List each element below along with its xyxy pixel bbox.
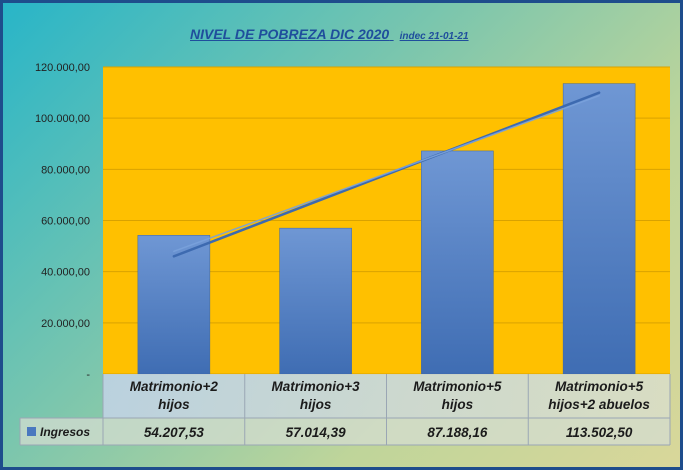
y-tick-label: 60.000,00 (41, 216, 90, 228)
data-label: 57.014,39 (286, 425, 347, 440)
category-label: hijos (158, 397, 190, 412)
y-tick-label: 80.000,00 (41, 164, 90, 176)
bar (279, 227, 352, 375)
table-values-bg (20, 418, 670, 445)
y-tick-label: 120.000,00 (35, 62, 90, 74)
y-tick-label: 20.000,00 (41, 318, 90, 330)
chart-subtitle: indec 21-01-21 (399, 31, 469, 42)
bar (137, 235, 211, 375)
data-label: 54.207,53 (144, 425, 205, 440)
category-label: hijos (442, 397, 474, 412)
y-tick-label: - (86, 369, 90, 381)
bar (562, 83, 636, 375)
data-label: 87.188,16 (427, 425, 488, 440)
category-label: Matrimonio+5 (413, 379, 502, 394)
trendline-shadow (173, 94, 600, 253)
y-tick-label: 100.000,00 (35, 113, 90, 125)
chart-title-main: NIVEL DE POBREZA DIC 2020 (190, 26, 390, 42)
legend-label: Ingresos (40, 425, 90, 439)
category-label: Matrimonio+2 (130, 379, 219, 394)
category-label: Matrimonio+3 (272, 379, 361, 394)
y-tick-label: 40.000,00 (41, 267, 90, 279)
legend-swatch (27, 427, 36, 436)
chart-title: NIVEL DE POBREZA DIC 2020 indec 21-01-21 (190, 26, 469, 44)
category-label: Matrimonio+5 (555, 379, 644, 394)
data-label: 113.502,50 (566, 425, 633, 440)
category-label: hijos+2 abuelos (548, 397, 650, 412)
trendline (172, 91, 601, 258)
bar (421, 150, 494, 375)
category-label: hijos (300, 397, 332, 412)
